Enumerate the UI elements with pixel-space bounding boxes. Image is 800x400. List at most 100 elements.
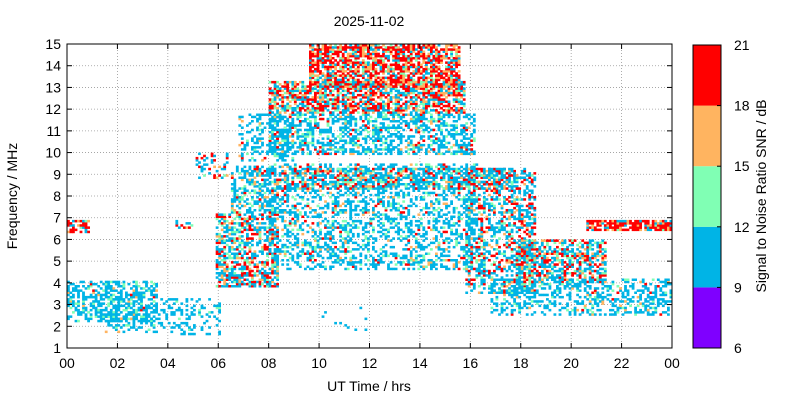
snr-cell — [172, 302, 176, 305]
snr-cell — [341, 211, 345, 214]
snr-cell — [311, 209, 315, 212]
snr-cell — [452, 222, 456, 225]
snr-cell — [319, 189, 322, 192]
snr-cell — [286, 183, 290, 186]
snr-cell — [248, 180, 252, 184]
snr-cell — [238, 187, 242, 190]
snr-cell — [369, 137, 373, 140]
snr-cell — [291, 98, 295, 101]
snr-cell — [185, 317, 189, 321]
snr-cell — [261, 213, 264, 216]
snr-cell — [304, 143, 307, 147]
snr-cell — [233, 178, 237, 182]
snr-cell — [394, 126, 398, 129]
snr-cell — [135, 308, 138, 312]
snr-cell — [137, 306, 141, 310]
snr-cell — [324, 107, 327, 110]
snr-cell — [402, 261, 406, 264]
snr-cell — [472, 163, 476, 166]
snr-cell — [256, 185, 259, 188]
snr-cell — [293, 172, 297, 175]
snr-cell — [404, 243, 408, 247]
snr-cell — [387, 176, 390, 179]
snr-cell — [281, 154, 285, 158]
snr-cell — [427, 137, 431, 140]
snr-cell — [243, 200, 247, 203]
snr-cell — [273, 224, 277, 227]
snr-cell — [306, 265, 310, 268]
snr-cell — [218, 215, 222, 218]
snr-cell — [271, 228, 274, 232]
snr-cell — [442, 259, 446, 262]
snr-cell — [223, 256, 227, 260]
snr-cell — [258, 167, 262, 171]
snr-cell — [364, 185, 368, 188]
snr-cell — [359, 209, 363, 212]
snr-cell — [172, 311, 176, 314]
snr-cell — [306, 250, 310, 253]
snr-cell — [278, 98, 282, 101]
snr-cell — [387, 135, 390, 138]
snr-cell — [306, 259, 310, 262]
snr-cell — [251, 120, 254, 123]
snr-cell — [281, 96, 285, 99]
snr-cell — [301, 120, 305, 123]
snr-cell — [122, 300, 126, 303]
snr-cell — [422, 169, 426, 173]
snr-cell — [200, 165, 204, 169]
snr-cell — [419, 117, 423, 121]
snr-cell — [125, 302, 128, 305]
snr-cell — [465, 167, 469, 171]
snr-cell — [462, 172, 466, 175]
snr-cell — [67, 298, 70, 301]
snr-cell — [319, 213, 322, 216]
snr-cell — [417, 172, 421, 175]
snr-cell — [472, 165, 476, 169]
snr-cell — [286, 185, 290, 188]
snr-cell — [298, 135, 302, 138]
snr-cell — [273, 183, 277, 186]
snr-cell — [432, 226, 436, 229]
snr-cell — [271, 98, 274, 101]
snr-cell — [268, 226, 272, 229]
snr-cell — [339, 211, 342, 214]
snr-cell — [132, 326, 136, 329]
snr-cell — [220, 254, 224, 258]
snr-cell — [311, 187, 315, 190]
snr-cell — [392, 111, 395, 114]
snr-cell — [296, 176, 300, 179]
snr-cell — [346, 172, 350, 175]
snr-cell — [367, 135, 370, 138]
snr-cell — [132, 321, 136, 325]
snr-cell — [372, 111, 375, 114]
snr-cell — [122, 324, 126, 327]
snr-cell — [367, 248, 370, 251]
snr-cell — [399, 169, 403, 173]
snr-cell — [460, 187, 463, 190]
snr-cell — [349, 128, 353, 132]
snr-cell — [243, 243, 247, 247]
snr-cell — [460, 148, 463, 151]
snr-cell — [97, 308, 101, 312]
snr-cell — [326, 120, 330, 123]
snr-cell — [425, 185, 428, 188]
snr-cell — [361, 209, 365, 212]
snr-cell — [266, 187, 269, 190]
snr-cell — [142, 295, 146, 299]
snr-cell — [435, 254, 438, 258]
snr-cell — [114, 304, 118, 308]
snr-cell — [291, 117, 295, 121]
snr-cell — [472, 130, 476, 134]
snr-cell — [223, 272, 227, 275]
snr-cell — [329, 224, 332, 227]
snr-cell — [319, 87, 322, 90]
snr-cell — [177, 308, 181, 312]
snr-cell — [175, 224, 179, 227]
snr-cell — [271, 263, 274, 266]
snr-cell — [341, 148, 345, 151]
snr-cell — [104, 287, 108, 290]
snr-cell — [384, 148, 388, 151]
snr-cell — [240, 282, 244, 286]
snr-cell — [238, 154, 242, 158]
snr-cell — [387, 200, 390, 203]
